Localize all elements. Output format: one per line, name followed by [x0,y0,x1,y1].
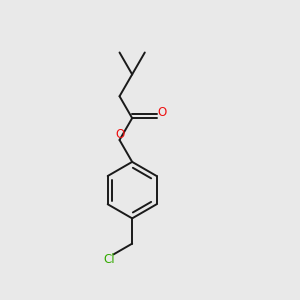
Text: O: O [115,128,124,141]
Text: Cl: Cl [103,253,115,266]
Text: O: O [157,106,167,119]
